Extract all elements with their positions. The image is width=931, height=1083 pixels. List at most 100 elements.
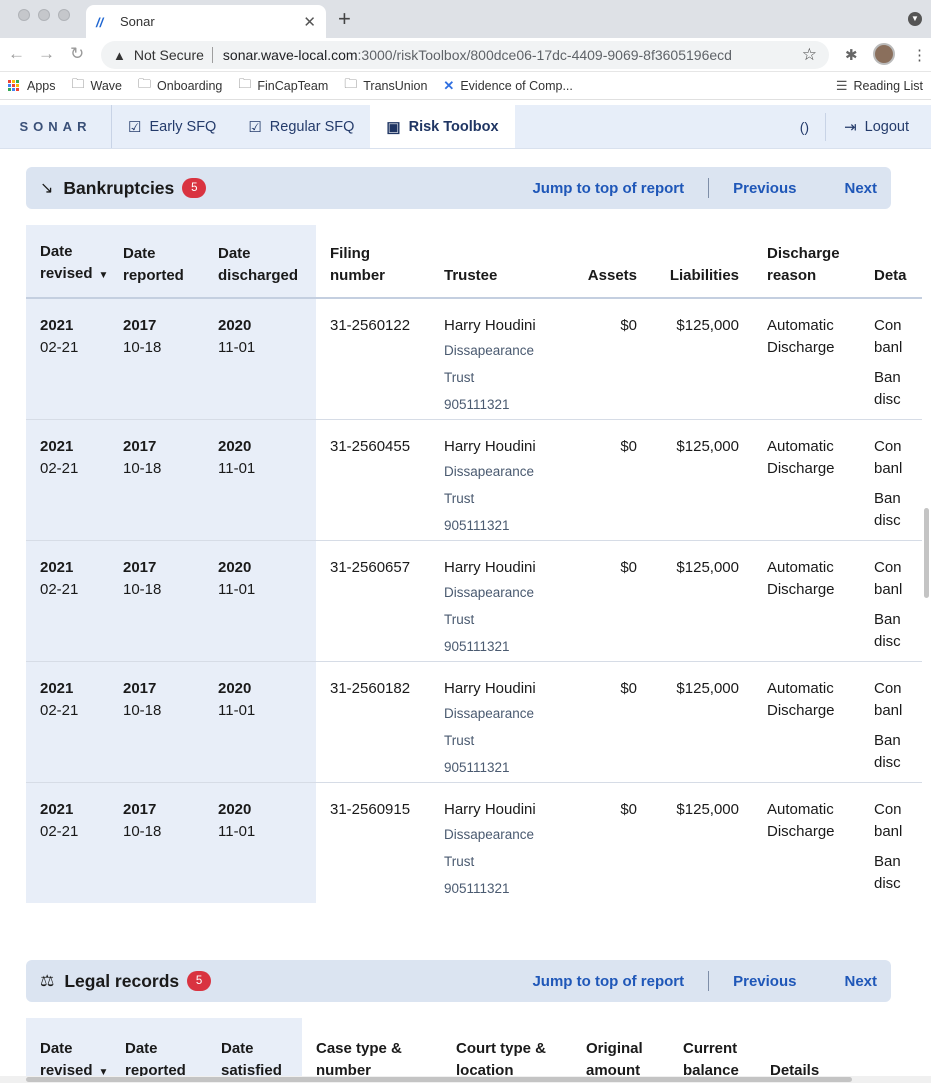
horizontal-scrollbar[interactable]: [0, 1076, 931, 1083]
folder-icon: 🗀: [138, 75, 152, 91]
bookmark-onboarding[interactable]: 🗀 Onboarding: [138, 75, 222, 97]
address-bar-row: ← → ↻ ▲ Not Secure sonar.wave-local.com:…: [0, 38, 931, 72]
bookmark-label: TransUnion: [363, 78, 428, 93]
header-filing-number: Filing number: [316, 225, 430, 299]
bookmark-wave[interactable]: 🗀 Wave: [72, 75, 123, 97]
reload-icon[interactable]: ↻: [70, 44, 85, 63]
header-date-reported: Date reported: [111, 1018, 207, 1078]
bankruptcies-table: Date revised ▼ Date reported Date discharged…: [26, 225, 922, 903]
back-icon[interactable]: ←: [8, 44, 25, 63]
nav-label: Early SFQ: [149, 118, 217, 135]
reading-list[interactable]: ☰ Reading List: [836, 78, 923, 94]
bookmark-label: Wave: [90, 78, 123, 93]
legal-records-section-header: ⚖ Legal records 5 Jump to top of report …: [26, 960, 891, 1002]
bankruptcies-section-header: ↘ Bankruptcies 5 Jump to top of report P…: [26, 167, 891, 209]
bookmark-transunion[interactable]: 🗀 TransUnion: [344, 75, 427, 97]
table-row: 2021 02-21 2017 10-18 2020 11-01 31-2560657…: [26, 540, 922, 662]
confluence-icon: ✕: [443, 77, 455, 93]
nav-label: Regular SFQ: [269, 118, 355, 135]
header-date-satisfied: Date satisfied: [207, 1018, 302, 1078]
url-path: :3000/riskToolbox/800dce06-17dc-4409-906…: [357, 47, 732, 63]
tab-title: Sonar: [120, 14, 155, 29]
nav-label: Risk Toolbox: [408, 118, 499, 135]
header-discharge-reason: Discharge reason: [753, 225, 860, 299]
close-icon[interactable]: ✕: [303, 13, 316, 31]
app-navbar: SONAR ☑ Early SFQ ☑ Regular SFQ ▣ Risk Tool…: [0, 105, 931, 149]
folder-icon: 🗀: [344, 75, 358, 91]
header-date-discharged: Date discharged: [204, 225, 316, 299]
bookmark-label: Evidence of Comp...: [460, 78, 573, 93]
header-original-amount: Original amount: [586, 1040, 643, 1078]
folder-icon: 🗀: [71, 75, 85, 91]
table-row: 2021 02-21 2017 10-18 2020 11-01 31-2560915…: [26, 782, 922, 903]
bookmark-star-icon[interactable]: ☆: [801, 45, 817, 64]
bookmark-evidence[interactable]: ✕ Evidence of Comp...: [443, 78, 572, 94]
wave-logo-icon: //: [96, 14, 104, 30]
table-row: 2021 02-21 2017 10-18 2020 11-01 31-2560182…: [26, 661, 922, 783]
next-link[interactable]: Next: [844, 972, 877, 990]
bookmark-label: Apps: [27, 78, 56, 93]
previous-link[interactable]: Previous: [733, 972, 797, 990]
window-controls[interactable]: [18, 9, 70, 21]
table-header-row: Date revised ▼ Date reported Date discharged…: [26, 225, 922, 299]
count-badge: 5: [187, 971, 212, 991]
count-badge: 5: [182, 178, 207, 198]
browser-tab[interactable]: // Sonar ✕: [86, 5, 326, 38]
sort-caret-icon[interactable]: ▼: [98, 1067, 109, 1078]
avatar[interactable]: [873, 43, 895, 65]
legal-records-table: Date revised ▼ Date reported Date satisfied …: [26, 1018, 922, 1078]
logout-button[interactable]: ⇥ Logout: [826, 118, 931, 136]
table-row: 2021 02-21 2017 10-18 2020 11-01 31-2560122…: [26, 298, 922, 420]
not-secure-label[interactable]: Not Secure: [133, 47, 204, 63]
nav-regular-sfq[interactable]: ☑ Regular SFQ: [232, 105, 370, 148]
header-court-type: Court type & location: [456, 1040, 546, 1078]
sonar-logo[interactable]: SONAR: [0, 105, 112, 148]
jump-to-top-link[interactable]: Jump to top of report: [532, 179, 685, 197]
trending-down-icon: ↘: [40, 180, 54, 197]
url-bar[interactable]: ▲ Not Secure sonar.wave-local.com:3000/r…: [101, 41, 829, 69]
apps-grid-icon: [8, 80, 19, 91]
header-details: Deta: [860, 225, 922, 299]
folder-icon: 🗀: [238, 75, 252, 91]
previous-link[interactable]: Previous: [733, 179, 797, 197]
sort-caret-icon[interactable]: ▼: [98, 270, 109, 281]
next-link[interactable]: Next: [844, 179, 877, 197]
header-assets: Assets: [564, 225, 651, 299]
checklist-icon: ☑: [128, 118, 142, 136]
extensions-icon[interactable]: ✱: [845, 47, 858, 64]
logout-label: Logout: [864, 118, 909, 135]
bookmarks-bar: Apps 🗀 Wave 🗀 Onboarding 🗀 FinCapTeam 🗀 Tran…: [0, 72, 931, 100]
bookmark-fincapteam[interactable]: 🗀 FinCapTeam: [238, 75, 328, 97]
nav-early-sfq[interactable]: ☑ Early SFQ: [112, 105, 232, 148]
bookmark-label: Onboarding: [157, 78, 223, 93]
header-current-balance: Current balance: [683, 1040, 739, 1078]
vertical-scrollbar[interactable]: [923, 150, 931, 1076]
user-indicator[interactable]: (): [784, 112, 827, 141]
header-liabilities: Liabilities: [651, 225, 753, 299]
header-date-revised[interactable]: Date revised ▼: [26, 225, 109, 299]
nav-risk-toolbox[interactable]: ▣ Risk Toolbox: [370, 105, 515, 148]
section-title: Bankruptcies: [63, 177, 175, 198]
reading-list-icon: ☰: [835, 77, 848, 93]
browser-tab-strip: // Sonar ✕ + ▼: [0, 0, 931, 38]
bookmark-label: FinCapTeam: [257, 78, 329, 93]
tab-search-icon[interactable]: ▼: [908, 12, 922, 26]
table-header-row: Date revised ▼ Date reported Date satisfied …: [26, 1018, 922, 1078]
header-date-reported: Date reported: [109, 225, 204, 299]
jump-to-top-link[interactable]: Jump to top of report: [532, 972, 685, 990]
checklist-icon: ☑: [248, 118, 262, 136]
new-tab-icon[interactable]: +: [338, 6, 351, 31]
header-details: Details: [770, 1062, 820, 1078]
header-date-revised[interactable]: Date revised ▼: [26, 1018, 111, 1078]
reading-list-label: Reading List: [853, 78, 924, 93]
forward-icon[interactable]: →: [38, 44, 55, 63]
logout-icon: ⇥: [844, 118, 857, 136]
toolbox-icon: ▣: [386, 118, 401, 136]
header-trustee: Trustee: [430, 225, 564, 299]
more-menu-icon[interactable]: ⋮: [912, 47, 927, 64]
table-row: 2021 02-21 2017 10-18 2020 11-01 31-2560455…: [26, 419, 922, 541]
warning-icon[interactable]: ▲: [113, 47, 126, 63]
section-title: Legal records: [64, 970, 180, 991]
header-case-type: Case type & number: [316, 1040, 402, 1078]
bookmark-apps[interactable]: Apps: [8, 79, 56, 93]
